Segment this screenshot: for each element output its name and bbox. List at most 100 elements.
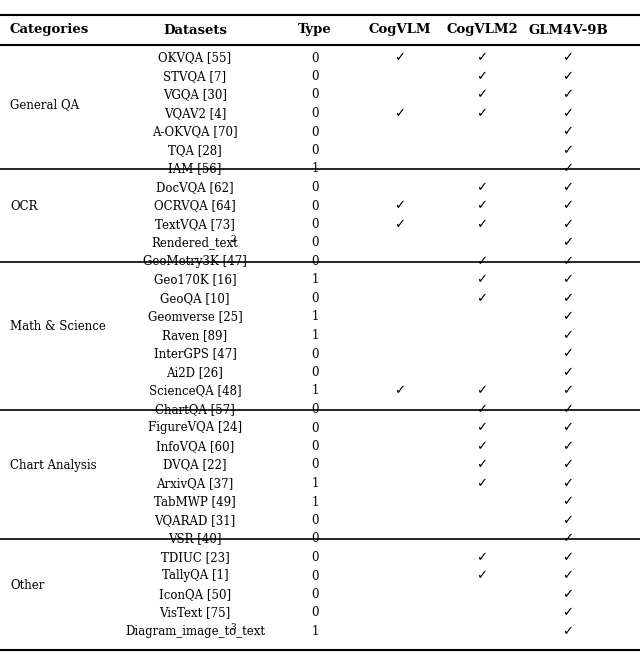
Text: ✓: ✓ bbox=[394, 384, 406, 397]
Text: ✓: ✓ bbox=[563, 366, 573, 379]
Text: ✓: ✓ bbox=[476, 440, 488, 453]
Text: ✓: ✓ bbox=[563, 495, 573, 509]
Text: ✓: ✓ bbox=[476, 422, 488, 434]
Text: 0: 0 bbox=[311, 199, 319, 213]
Text: 0: 0 bbox=[311, 126, 319, 138]
Text: ✓: ✓ bbox=[563, 107, 573, 120]
Text: ✓: ✓ bbox=[563, 199, 573, 213]
Text: ✓: ✓ bbox=[563, 181, 573, 194]
Text: ✓: ✓ bbox=[563, 255, 573, 268]
Text: 0: 0 bbox=[311, 514, 319, 527]
Text: ✓: ✓ bbox=[476, 384, 488, 397]
Text: GeoMetry3K [47]: GeoMetry3K [47] bbox=[143, 255, 247, 268]
Text: 0: 0 bbox=[311, 51, 319, 64]
Text: ✓: ✓ bbox=[563, 236, 573, 249]
Text: VQARAD [31]: VQARAD [31] bbox=[154, 514, 236, 527]
Text: VQAV2 [4]: VQAV2 [4] bbox=[164, 107, 226, 120]
Text: ✓: ✓ bbox=[563, 70, 573, 83]
Text: 3: 3 bbox=[230, 623, 236, 632]
Text: Type: Type bbox=[298, 24, 332, 36]
Text: 0: 0 bbox=[311, 459, 319, 472]
Text: ChartQA [57]: ChartQA [57] bbox=[155, 403, 235, 416]
Text: ✓: ✓ bbox=[476, 255, 488, 268]
Text: Rendered_text: Rendered_text bbox=[152, 236, 238, 249]
Text: ScienceQA [48]: ScienceQA [48] bbox=[148, 384, 241, 397]
Text: Ai2D [26]: Ai2D [26] bbox=[166, 366, 223, 379]
Text: 0: 0 bbox=[311, 181, 319, 194]
Text: ✓: ✓ bbox=[563, 532, 573, 545]
Text: 0: 0 bbox=[311, 292, 319, 305]
Text: ✓: ✓ bbox=[476, 274, 488, 286]
Text: FigureVQA [24]: FigureVQA [24] bbox=[148, 422, 242, 434]
Text: 0: 0 bbox=[311, 218, 319, 231]
Text: 1: 1 bbox=[311, 625, 319, 638]
Text: 0: 0 bbox=[311, 403, 319, 416]
Text: ✓: ✓ bbox=[476, 459, 488, 472]
Text: ✓: ✓ bbox=[563, 88, 573, 101]
Text: ✓: ✓ bbox=[563, 311, 573, 324]
Text: TextVQA [73]: TextVQA [73] bbox=[155, 218, 235, 231]
Text: 0: 0 bbox=[311, 551, 319, 564]
Text: DocVQA [62]: DocVQA [62] bbox=[156, 181, 234, 194]
Text: ✓: ✓ bbox=[394, 51, 406, 64]
Text: ✓: ✓ bbox=[563, 384, 573, 397]
Text: 0: 0 bbox=[311, 88, 319, 101]
Text: Diagram_image_to_text: Diagram_image_to_text bbox=[125, 625, 265, 638]
Text: ✓: ✓ bbox=[563, 329, 573, 342]
Text: ✓: ✓ bbox=[563, 422, 573, 434]
Text: 1: 1 bbox=[311, 311, 319, 324]
Text: Categories: Categories bbox=[10, 24, 89, 36]
Text: ✓: ✓ bbox=[476, 218, 488, 231]
Text: ✓: ✓ bbox=[563, 292, 573, 305]
Text: ✓: ✓ bbox=[563, 274, 573, 286]
Text: ArxivQA [37]: ArxivQA [37] bbox=[156, 477, 234, 490]
Text: 1: 1 bbox=[311, 384, 319, 397]
Text: ✓: ✓ bbox=[476, 570, 488, 582]
Text: CogVLM2: CogVLM2 bbox=[446, 24, 518, 36]
Text: TQA [28]: TQA [28] bbox=[168, 144, 222, 157]
Text: STVQA [7]: STVQA [7] bbox=[163, 70, 227, 83]
Text: ✓: ✓ bbox=[563, 347, 573, 361]
Text: ✓: ✓ bbox=[563, 218, 573, 231]
Text: ✓: ✓ bbox=[563, 51, 573, 64]
Text: 1: 1 bbox=[311, 329, 319, 342]
Text: ✓: ✓ bbox=[563, 625, 573, 638]
Text: VGQA [30]: VGQA [30] bbox=[163, 88, 227, 101]
Text: ✓: ✓ bbox=[563, 607, 573, 619]
Text: ✓: ✓ bbox=[563, 403, 573, 416]
Text: 0: 0 bbox=[311, 440, 319, 453]
Text: 0: 0 bbox=[311, 422, 319, 434]
Text: 0: 0 bbox=[311, 70, 319, 83]
Text: ✓: ✓ bbox=[563, 163, 573, 176]
Text: ✓: ✓ bbox=[476, 403, 488, 416]
Text: ✓: ✓ bbox=[563, 440, 573, 453]
Text: CogVLM: CogVLM bbox=[369, 24, 431, 36]
Text: 0: 0 bbox=[311, 347, 319, 361]
Text: TabMWP [49]: TabMWP [49] bbox=[154, 495, 236, 509]
Text: 1: 1 bbox=[311, 163, 319, 176]
Text: OKVQA [55]: OKVQA [55] bbox=[159, 51, 232, 64]
Text: 0: 0 bbox=[311, 532, 319, 545]
Text: Chart Analysis: Chart Analysis bbox=[10, 459, 97, 472]
Text: Math & Science: Math & Science bbox=[10, 320, 106, 333]
Text: 0: 0 bbox=[311, 236, 319, 249]
Text: ✓: ✓ bbox=[476, 88, 488, 101]
Text: ✓: ✓ bbox=[394, 107, 406, 120]
Text: 1: 1 bbox=[311, 274, 319, 286]
Text: A-OKVQA [70]: A-OKVQA [70] bbox=[152, 126, 238, 138]
Text: ✓: ✓ bbox=[476, 292, 488, 305]
Text: TallyQA [1]: TallyQA [1] bbox=[162, 570, 228, 582]
Text: ✓: ✓ bbox=[476, 181, 488, 194]
Text: ✓: ✓ bbox=[476, 477, 488, 490]
Text: GLM4V-9B: GLM4V-9B bbox=[528, 24, 608, 36]
Text: IconQA [50]: IconQA [50] bbox=[159, 588, 231, 601]
Text: ✓: ✓ bbox=[563, 459, 573, 472]
Text: ✓: ✓ bbox=[476, 107, 488, 120]
Text: ✓: ✓ bbox=[476, 51, 488, 64]
Text: GeoQA [10]: GeoQA [10] bbox=[160, 292, 230, 305]
Text: 0: 0 bbox=[311, 107, 319, 120]
Text: ✓: ✓ bbox=[563, 144, 573, 157]
Text: Datasets: Datasets bbox=[163, 24, 227, 36]
Text: OCRVQA [64]: OCRVQA [64] bbox=[154, 199, 236, 213]
Text: 0: 0 bbox=[311, 588, 319, 601]
